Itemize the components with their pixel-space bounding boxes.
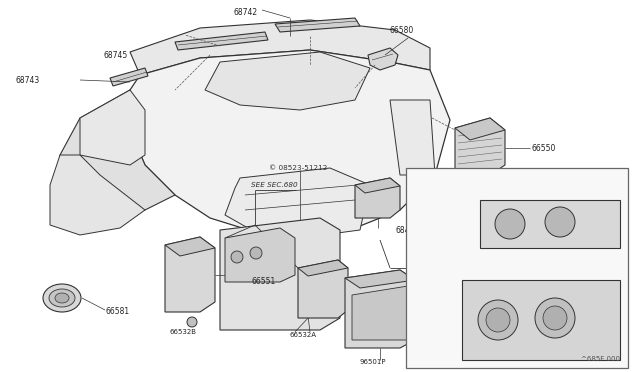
Polygon shape	[480, 200, 620, 248]
Polygon shape	[225, 228, 295, 282]
Bar	[406, 168, 628, 368]
Text: 96501: 96501	[452, 278, 476, 286]
Polygon shape	[220, 218, 340, 330]
Text: SEE SEC.680: SEE SEC.680	[251, 182, 298, 188]
Text: ^685F 000: ^685F 000	[581, 356, 620, 362]
Text: 66551: 66551	[252, 278, 276, 286]
Polygon shape	[165, 237, 215, 312]
Polygon shape	[80, 90, 145, 165]
Text: 66532A: 66532A	[290, 332, 317, 338]
Polygon shape	[368, 48, 398, 70]
Circle shape	[545, 207, 575, 237]
Polygon shape	[175, 32, 268, 50]
Polygon shape	[130, 50, 450, 238]
Ellipse shape	[43, 284, 81, 312]
Circle shape	[478, 300, 518, 340]
Circle shape	[231, 251, 243, 263]
Polygon shape	[205, 52, 370, 110]
Text: 96501P: 96501P	[360, 359, 387, 365]
Ellipse shape	[55, 293, 69, 303]
Polygon shape	[462, 280, 620, 360]
Polygon shape	[60, 90, 175, 220]
Circle shape	[543, 306, 567, 330]
Polygon shape	[275, 18, 360, 32]
Text: © 08523-51212: © 08523-51212	[269, 165, 327, 171]
Text: 68743: 68743	[15, 76, 39, 84]
Polygon shape	[225, 168, 370, 238]
Polygon shape	[355, 178, 400, 218]
Polygon shape	[355, 178, 400, 193]
Circle shape	[250, 247, 262, 259]
Polygon shape	[50, 155, 145, 235]
Polygon shape	[130, 20, 430, 75]
Text: 68470: 68470	[395, 225, 419, 234]
Circle shape	[495, 209, 525, 239]
Polygon shape	[110, 68, 148, 86]
Ellipse shape	[49, 289, 75, 307]
Text: 66580: 66580	[390, 26, 414, 35]
Text: 68430: 68430	[410, 263, 435, 273]
Polygon shape	[345, 270, 415, 288]
Text: 66532A: 66532A	[578, 233, 605, 239]
Circle shape	[187, 317, 197, 327]
Circle shape	[486, 308, 510, 332]
Text: 68742: 68742	[233, 7, 257, 16]
Polygon shape	[352, 286, 408, 340]
Text: 66550: 66550	[532, 144, 556, 153]
Polygon shape	[455, 118, 505, 140]
Text: CUP HOLDER: CUP HOLDER	[415, 186, 473, 195]
Text: 66581: 66581	[105, 308, 129, 317]
Polygon shape	[345, 270, 415, 348]
Polygon shape	[455, 118, 505, 175]
Polygon shape	[165, 237, 215, 256]
Text: 66532B: 66532B	[170, 329, 197, 335]
Text: OPTION: OPTION	[415, 173, 450, 183]
Polygon shape	[298, 260, 348, 318]
Text: 68745: 68745	[103, 51, 127, 60]
Polygon shape	[390, 100, 435, 175]
Polygon shape	[298, 260, 348, 276]
Circle shape	[535, 298, 575, 338]
